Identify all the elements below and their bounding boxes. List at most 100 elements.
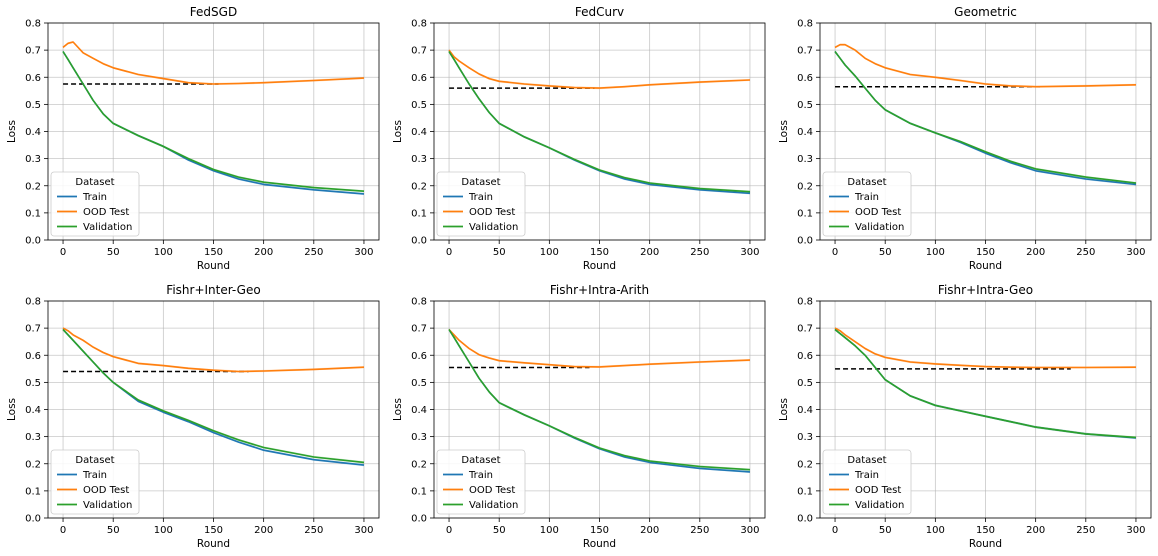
- y-tick-label: 0.2: [411, 181, 427, 192]
- series-line-ood-test: [834, 43, 1137, 88]
- x-tick-label: 50: [493, 247, 506, 258]
- x-tick-label: 100: [926, 525, 945, 536]
- legend-entry: Train: [854, 192, 879, 203]
- y-tick-label: 0.7: [25, 324, 41, 335]
- y-tick-label: 0.2: [25, 459, 41, 470]
- y-tick-label: 0.1: [797, 208, 813, 219]
- legend-entry: Train: [82, 192, 107, 203]
- x-tick-label: 150: [204, 525, 223, 536]
- x-tick-label: 300: [740, 525, 759, 536]
- x-tick-label: 100: [154, 525, 173, 536]
- legend-entry: OOD Test: [83, 207, 129, 218]
- y-tick-label: 0.6: [797, 351, 813, 362]
- grid: [48, 22, 379, 241]
- x-tick-label: 300: [354, 247, 373, 258]
- y-axis-label: Loss: [778, 120, 790, 143]
- x-tick-label: 200: [1026, 247, 1045, 258]
- legend: Dataset Train OOD Test Validation: [436, 171, 526, 237]
- x-tick-label: 0: [60, 525, 66, 536]
- subplot-title: Fishr+Intra-Arith: [550, 283, 649, 297]
- legend-title: Dataset: [75, 177, 114, 188]
- y-tick-label: 0.3: [411, 154, 427, 165]
- x-tick-label: 300: [1126, 247, 1145, 258]
- x-tick-label: 250: [690, 247, 709, 258]
- series-line-validation: [448, 329, 751, 471]
- x-tick-label: 50: [107, 525, 120, 536]
- y-tick-label: 0.5: [797, 378, 813, 389]
- legend-title: Dataset: [461, 455, 500, 466]
- x-tick-label: 250: [304, 525, 323, 536]
- y-tick-label: 0.8: [25, 19, 41, 30]
- legend-box: [436, 449, 526, 515]
- legend-entry: Validation: [83, 500, 132, 511]
- legend-entry: Validation: [469, 222, 518, 233]
- y-tick-label: 0.7: [411, 324, 427, 335]
- subplot-title: Fishr+Intra-Geo: [938, 283, 1033, 297]
- legend-box: [822, 449, 912, 515]
- y-tick-label: 0.0: [25, 236, 41, 247]
- x-tick-label: 100: [540, 247, 559, 258]
- subplot-title: FedSGD: [190, 5, 237, 19]
- series-line-ood-test: [448, 49, 751, 89]
- y-tick-label: 0.1: [411, 208, 427, 219]
- series-line-validation: [834, 51, 1137, 184]
- x-tick-label: 200: [254, 247, 273, 258]
- y-tick-label: 0.8: [797, 297, 813, 308]
- x-tick-label: 0: [60, 247, 66, 258]
- y-tick-label: 0.6: [25, 351, 41, 362]
- y-tick-label: 0.4: [797, 127, 813, 138]
- legend-box: [50, 449, 140, 515]
- y-tick-label: 0.3: [797, 154, 813, 165]
- x-tick-label: 200: [254, 525, 273, 536]
- y-axis-label: Loss: [392, 398, 404, 421]
- series-line-validation: [62, 328, 365, 464]
- series-line-validation: [448, 51, 751, 193]
- x-tick-label: 0: [832, 247, 838, 258]
- x-axis-label: Round: [583, 538, 616, 550]
- x-tick-label: 300: [354, 525, 373, 536]
- subplot-2: 0 50 100 150 200 250 300 0.0 0.1 0.2 0.3 0.4 0.5 0.6 0…: [392, 5, 766, 272]
- subplot-6: 0 50 100 150 200 250 300 0.0 0.1 0.2 0.3 0.4 0.5 0.6 0…: [778, 283, 1152, 550]
- y-tick-label: 0.8: [411, 297, 427, 308]
- x-tick-label: 50: [879, 247, 892, 258]
- y-axis-label: Loss: [6, 398, 18, 421]
- y-tick-label: 0.4: [25, 127, 41, 138]
- y-tick-label: 0.8: [411, 19, 427, 30]
- y-tick-label: 0.0: [797, 236, 813, 247]
- y-tick-label: 0.4: [411, 405, 427, 416]
- legend-title: Dataset: [75, 455, 114, 466]
- legend-entry: Validation: [83, 222, 132, 233]
- x-tick-label: 100: [154, 247, 173, 258]
- y-tick-label: 0.3: [411, 432, 427, 443]
- series-line-ood-test: [834, 327, 1137, 369]
- x-tick-label: 250: [1076, 525, 1095, 536]
- subplot-3: 0 50 100 150 200 250 300 0.0 0.1 0.2 0.3 0.4 0.5 0.6 0…: [778, 5, 1152, 272]
- series-line-ood-test: [448, 328, 751, 368]
- y-tick-label: 0.3: [25, 432, 41, 443]
- legend-entry: Train: [82, 470, 107, 481]
- y-axis-label: Loss: [392, 120, 404, 143]
- y-tick-label: 0.5: [797, 100, 813, 111]
- legend: Dataset Train OOD Test Validation: [436, 449, 526, 515]
- x-tick-label: 250: [1076, 247, 1095, 258]
- legend-entry: Train: [468, 470, 493, 481]
- series-line-ood-test: [62, 41, 365, 85]
- x-tick-label: 250: [304, 247, 323, 258]
- x-tick-label: 200: [640, 525, 659, 536]
- y-tick-label: 0.1: [25, 208, 41, 219]
- legend-box: [436, 171, 526, 237]
- legend-title: Dataset: [847, 455, 886, 466]
- x-axis-label: Round: [969, 538, 1002, 550]
- y-tick-label: 0.7: [25, 46, 41, 57]
- series-line-validation: [62, 51, 365, 192]
- subplot-4: 0 50 100 150 200 250 300 0.0 0.1 0.2 0.3 0.4 0.5 0.6 0…: [6, 283, 380, 550]
- y-tick-label: 0.5: [411, 378, 427, 389]
- x-tick-label: 150: [976, 525, 995, 536]
- x-axis-label: Round: [197, 260, 230, 272]
- legend-entry: Train: [854, 470, 879, 481]
- x-tick-label: 300: [740, 247, 759, 258]
- legend-entry: OOD Test: [469, 207, 515, 218]
- x-tick-label: 50: [107, 247, 120, 258]
- y-tick-label: 0.8: [797, 19, 813, 30]
